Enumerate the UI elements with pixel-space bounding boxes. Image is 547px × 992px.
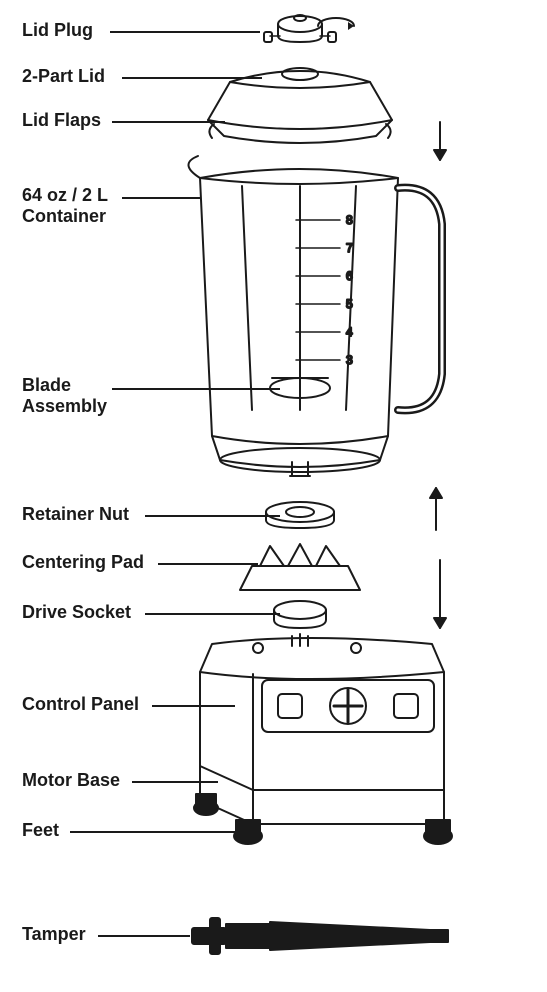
label-retainer-nut: Retainer Nut <box>22 504 129 525</box>
leader-retainer-nut <box>145 515 280 517</box>
leader-control-panel <box>152 705 235 707</box>
label-centering-pad: Centering Pad <box>22 552 144 573</box>
leader-blade <box>112 388 280 390</box>
leader-motor-base <box>132 781 218 783</box>
label-container: 64 oz / 2 L Container <box>22 185 108 227</box>
svg-text:5: 5 <box>346 297 353 311</box>
label-motor-base: Motor Base <box>22 770 120 791</box>
svg-text:7: 7 <box>346 241 353 255</box>
leader-container <box>122 197 200 199</box>
label-drive-socket: Drive Socket <box>22 602 131 623</box>
label-control-panel: Control Panel <box>22 694 139 715</box>
label-tamper: Tamper <box>22 924 86 945</box>
svg-text:8: 8 <box>346 213 353 227</box>
blender-exploded-art: 8 7 6 5 4 3 <box>0 0 547 992</box>
svg-text:4: 4 <box>346 325 353 339</box>
label-blade: Blade Assembly <box>22 375 107 417</box>
leader-lid-plug <box>110 31 260 33</box>
leader-centering-pad <box>158 563 258 565</box>
label-feet: Feet <box>22 820 59 841</box>
leader-tamper <box>98 935 190 937</box>
label-lid-plug: Lid Plug <box>22 20 93 41</box>
label-lid-flaps: Lid Flaps <box>22 110 101 131</box>
leader-drive-socket <box>145 613 280 615</box>
svg-text:6: 6 <box>346 269 353 283</box>
leader-lid-flaps <box>112 121 225 123</box>
svg-text:3: 3 <box>346 353 353 367</box>
label-two-part-lid: 2-Part Lid <box>22 66 105 87</box>
leader-feet <box>70 831 240 833</box>
exploded-diagram: 8 7 6 5 4 3 <box>0 0 547 992</box>
leader-two-part-lid <box>122 77 262 79</box>
